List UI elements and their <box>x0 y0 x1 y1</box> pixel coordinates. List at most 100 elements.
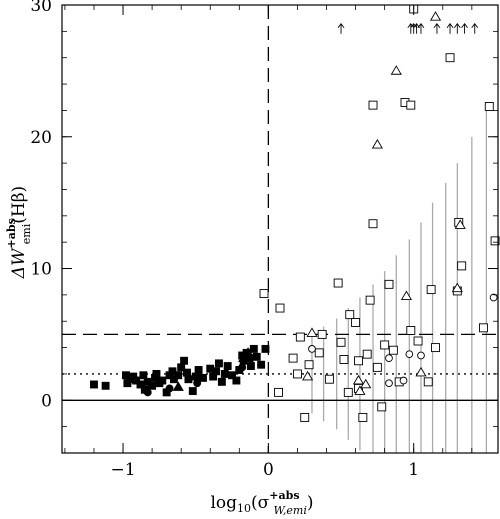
filled-triangle-point <box>172 381 184 391</box>
open-square-point <box>339 354 349 364</box>
open-square-point <box>343 387 353 397</box>
open-square-point <box>314 348 324 358</box>
open-square-point <box>295 332 305 342</box>
filled-square-point <box>249 344 258 353</box>
open-square-point <box>336 337 346 347</box>
x-title-subscript: W,emi <box>274 504 307 517</box>
open-triangle-point <box>360 378 372 389</box>
open-square-point <box>426 285 436 295</box>
filled-square-point <box>257 360 266 369</box>
filled-square-point <box>252 352 261 361</box>
open-square-point <box>457 261 467 271</box>
x-title-base: log <box>210 493 237 513</box>
open-square-point <box>362 349 372 359</box>
y-tick-label: 20 <box>30 128 52 148</box>
filled-square-point <box>139 371 148 380</box>
y-title-sup: +abs <box>5 218 18 248</box>
open-triangle-point <box>454 219 466 229</box>
open-triangle-point <box>390 65 402 75</box>
filled-square-point <box>246 362 255 370</box>
open-square-point <box>304 360 314 370</box>
limit-arrow-head <box>410 22 418 28</box>
y-title-delta: ΔW <box>9 247 29 279</box>
open-circle-point <box>489 293 498 302</box>
open-triangle-point <box>352 374 365 385</box>
open-square-point <box>351 318 361 328</box>
x-title-sub: 10 <box>237 502 251 515</box>
limit-arrow-head <box>446 22 454 28</box>
open-circle-point <box>417 351 425 360</box>
y-title-sub: emi <box>20 223 33 244</box>
open-triangle-point <box>451 282 463 293</box>
open-square-point <box>406 100 416 110</box>
filled-square-point <box>191 372 200 381</box>
open-square-point <box>358 412 368 422</box>
open-square-point <box>345 310 355 320</box>
y-axis-title: ΔW+abs emi(Hβ) <box>5 186 33 279</box>
open-square-point <box>423 377 433 387</box>
limit-arrow-head <box>337 22 345 28</box>
filled-circle-point <box>165 384 174 393</box>
limit-arrow-head <box>471 22 479 28</box>
open-square-point <box>368 100 378 110</box>
open-square-point <box>317 329 327 339</box>
open-square-point <box>368 219 378 229</box>
filled-square-point <box>199 373 207 382</box>
open-square-point <box>333 278 343 288</box>
filled-square-point <box>168 367 177 376</box>
filled-circle-point <box>193 379 202 388</box>
filled-square-point <box>152 369 161 378</box>
filled-square-point <box>220 369 229 378</box>
open-square-point <box>288 353 298 363</box>
x-title-sup: +abs <box>269 489 299 502</box>
open-square-point <box>413 336 423 346</box>
x-tick-label: −1 <box>111 460 136 480</box>
filled-square-point <box>228 371 236 380</box>
open-triangle-point <box>400 290 413 301</box>
x-tick-label: 0 <box>263 460 274 480</box>
filled-triangle-point <box>242 347 254 357</box>
open-square-point <box>324 374 334 384</box>
filled-square-point <box>261 344 270 353</box>
open-triangle-point <box>302 370 314 381</box>
filled-square-point <box>194 366 203 374</box>
limit-arrow-head <box>433 22 441 28</box>
open-square-point <box>479 323 488 333</box>
y-tick-label: 30 <box>30 0 52 16</box>
limit-arrow-head <box>461 22 468 28</box>
y-title-rest: (Hβ) <box>9 186 29 224</box>
open-square-point <box>259 289 269 299</box>
filled-square-point <box>215 359 223 368</box>
open-square-point <box>380 340 390 350</box>
filled-square-point <box>188 387 197 396</box>
open-circle-point <box>308 345 316 353</box>
open-square-point <box>274 387 283 397</box>
lower-limit-arrows <box>337 22 479 34</box>
filled-circle-point <box>238 363 247 372</box>
open-circle-point <box>385 379 393 388</box>
filled-square-point <box>180 356 189 365</box>
x-title-close: ) <box>307 493 314 513</box>
filled-square-point <box>174 371 183 380</box>
open-square-point <box>300 412 310 422</box>
filled-square-point <box>158 376 167 385</box>
open-square-point <box>484 102 494 111</box>
open-square-point <box>292 369 302 379</box>
filled-square-point <box>90 380 98 389</box>
filled-square-point <box>184 375 193 384</box>
open-square-point <box>384 279 394 289</box>
filled-circle-point <box>143 388 152 397</box>
plot-frame <box>61 4 499 454</box>
limit-arrow-head <box>417 22 425 28</box>
open-square-point <box>365 295 375 305</box>
open-square-point <box>275 303 285 313</box>
filled-square-point <box>223 362 232 370</box>
open-square-point <box>490 236 500 246</box>
reference-lines <box>62 5 498 453</box>
filled-square-point <box>148 381 157 390</box>
open-square-point <box>377 402 387 412</box>
filled-square-point <box>101 381 110 390</box>
filled-square-point <box>169 375 178 384</box>
